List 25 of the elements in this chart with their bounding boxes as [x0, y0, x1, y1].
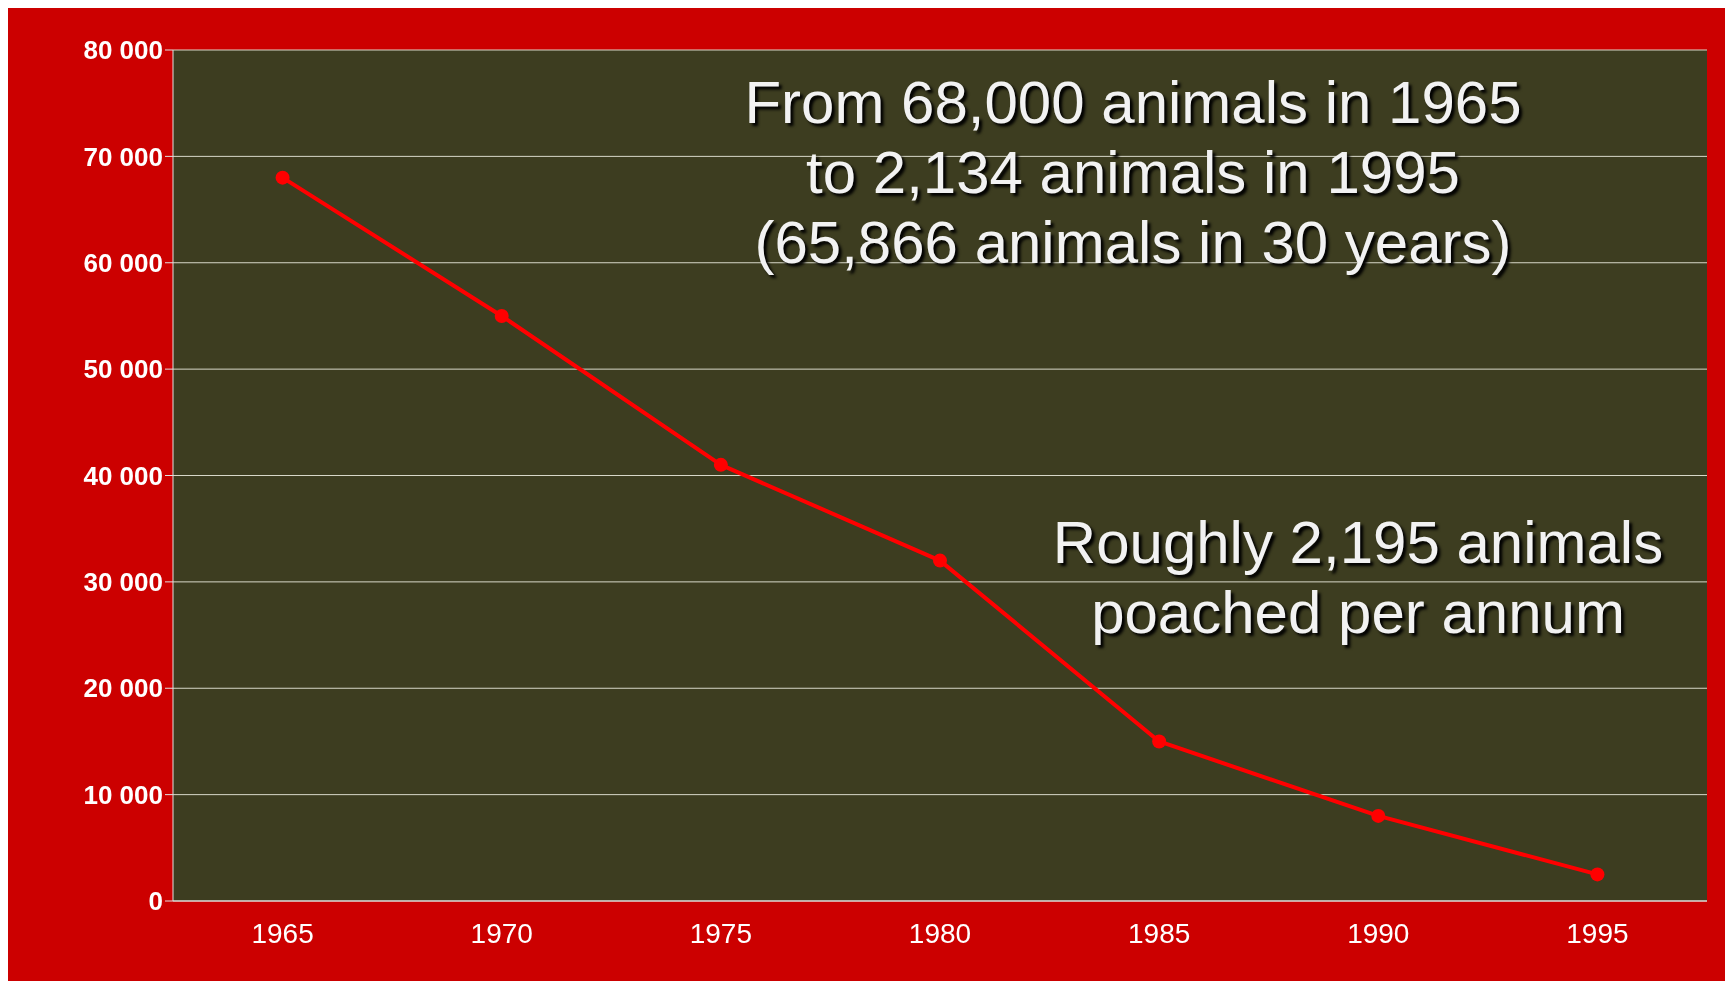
point: [1371, 808, 1386, 823]
point: [933, 553, 947, 568]
x-tick-label: 1995: [1566, 917, 1629, 949]
x-tick-label: 1985: [1127, 917, 1191, 949]
y-tick-label: 30 000: [83, 567, 163, 598]
x-tick-label: 1965: [251, 917, 314, 949]
y-tick-label: 0: [148, 886, 163, 917]
point: [275, 170, 290, 185]
x-tick-label: 1975: [689, 917, 753, 949]
y-tick-label: 10 000: [83, 779, 163, 810]
x-tick-label: 1980: [908, 917, 972, 949]
y-tick-label: 80 000: [83, 35, 163, 66]
point: [1590, 867, 1605, 882]
x-tick-label: 1970: [470, 917, 533, 949]
y-tick-label: 60 000: [83, 247, 163, 278]
x-tick-label: 1990: [1347, 917, 1410, 949]
y-tick-label: 40 000: [83, 460, 163, 491]
point: [494, 308, 509, 323]
y-tick-label: 20 000: [83, 673, 163, 704]
annotation: From 68,000 animals in 1965 to 2,134 animals in 1995 (65,866 animals in 30 years): [743, 68, 1523, 278]
point: [713, 457, 728, 472]
annotation: Roughly 2,195 animals poached per annum: [1051, 508, 1665, 648]
y-tick-label: 70 000: [83, 141, 163, 172]
point: [1152, 734, 1167, 749]
y-tick-label: 50 000: [83, 354, 163, 385]
